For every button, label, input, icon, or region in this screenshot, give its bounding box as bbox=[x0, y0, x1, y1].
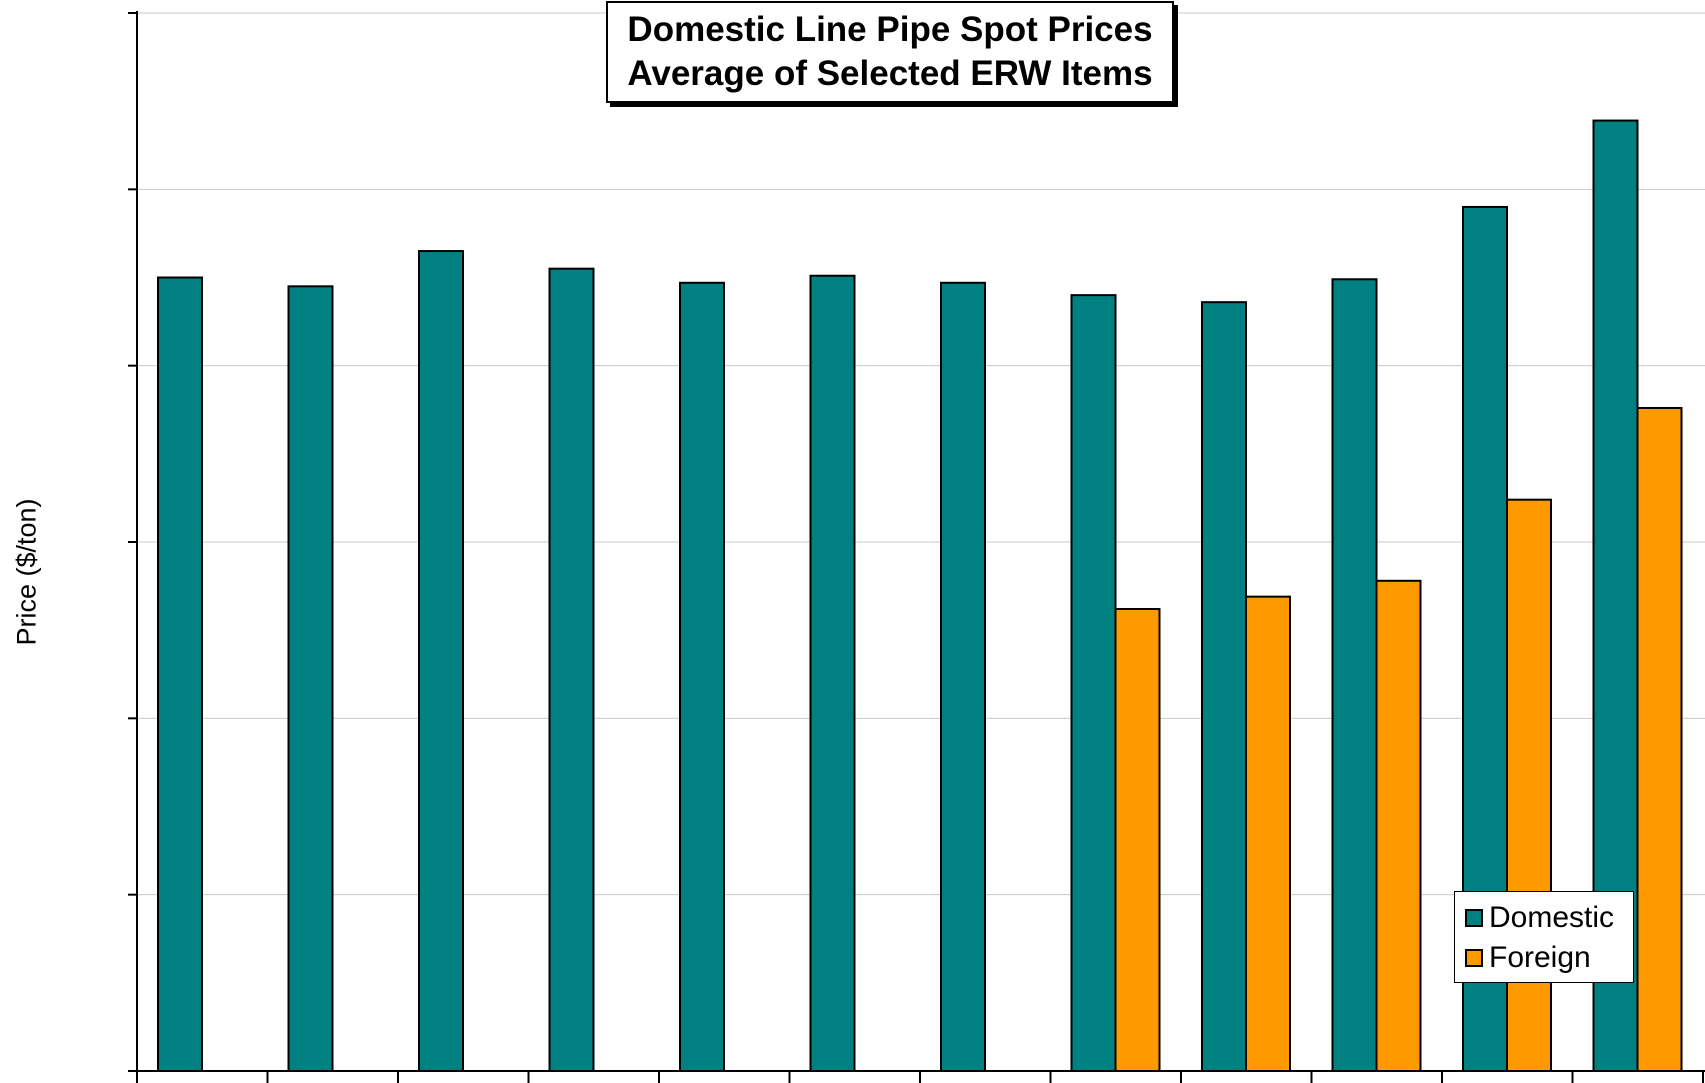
legend-label-domestic: Domestic bbox=[1489, 901, 1615, 934]
bar-domestic bbox=[157, 276, 203, 1072]
legend-swatch-foreign bbox=[1465, 949, 1483, 967]
bar-domestic bbox=[418, 250, 464, 1073]
bar-foreign bbox=[1114, 608, 1161, 1072]
legend: Domestic Foreign bbox=[1454, 891, 1634, 983]
legend-item-domestic: Domestic bbox=[1465, 898, 1633, 938]
bar-foreign bbox=[1506, 498, 1552, 1072]
bar-domestic bbox=[679, 281, 725, 1073]
legend-swatch-domestic bbox=[1465, 909, 1483, 927]
bars bbox=[157, 119, 1683, 1073]
bar-domestic bbox=[940, 281, 986, 1073]
bar-foreign bbox=[1245, 595, 1291, 1072]
bar-domestic bbox=[809, 274, 856, 1072]
bar-domestic bbox=[1201, 301, 1247, 1073]
y-axis-label: Price ($/ton) bbox=[11, 498, 42, 646]
bar-domestic bbox=[287, 285, 334, 1073]
chart-title-box: Domestic Line Pipe Spot Prices Average o… bbox=[606, 1, 1174, 103]
chart-title: Domestic Line Pipe Spot Prices bbox=[627, 10, 1153, 49]
bar-domestic bbox=[548, 267, 595, 1072]
legend-item-foreign: Foreign bbox=[1465, 938, 1633, 978]
bar-domestic bbox=[1331, 278, 1378, 1073]
legend-label-foreign: Foreign bbox=[1489, 941, 1591, 974]
bar-foreign bbox=[1636, 406, 1683, 1072]
bar-foreign bbox=[1375, 579, 1422, 1072]
chart-subtitle: Average of Selected ERW Items bbox=[627, 54, 1153, 93]
axes bbox=[128, 11, 1705, 1083]
bar-domestic bbox=[1070, 294, 1117, 1072]
